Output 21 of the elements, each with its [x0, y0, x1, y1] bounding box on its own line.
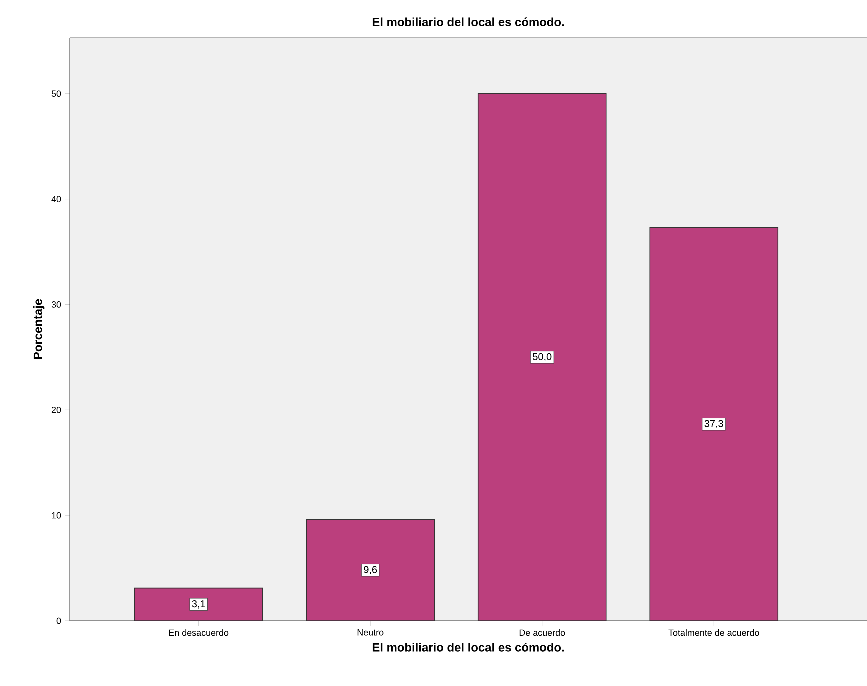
- y-tick-label: 0: [56, 618, 62, 624]
- y-tick-label: 40: [52, 196, 62, 202]
- y-tick-label: 20: [52, 406, 62, 414]
- data-label: 9,6: [364, 566, 378, 575]
- chart-title: El mobiliario del local es cómodo.: [372, 18, 564, 26]
- bar: [134, 588, 264, 622]
- data-label: 3,1: [192, 600, 206, 609]
- x-axis-title: El mobiliario del local es cómodo.: [372, 642, 564, 652]
- y-tick-label: 50: [52, 90, 62, 98]
- y-tick-label: 10: [52, 512, 62, 519]
- bar: [478, 93, 607, 622]
- x-tick-label: Neutro: [358, 630, 384, 636]
- bar: [650, 227, 779, 622]
- data-label: 37,3: [704, 420, 724, 428]
- x-tick-label: De acuerdo: [520, 630, 566, 636]
- data-label: 50,0: [533, 353, 552, 362]
- x-tick-label: Totalmente de acuerdo: [668, 630, 760, 636]
- y-tick-label: 30: [52, 302, 62, 308]
- bar: [306, 519, 435, 622]
- y-axis-title: Porcentaje: [34, 299, 45, 360]
- x-tick-label: En desacuerdo: [169, 630, 229, 636]
